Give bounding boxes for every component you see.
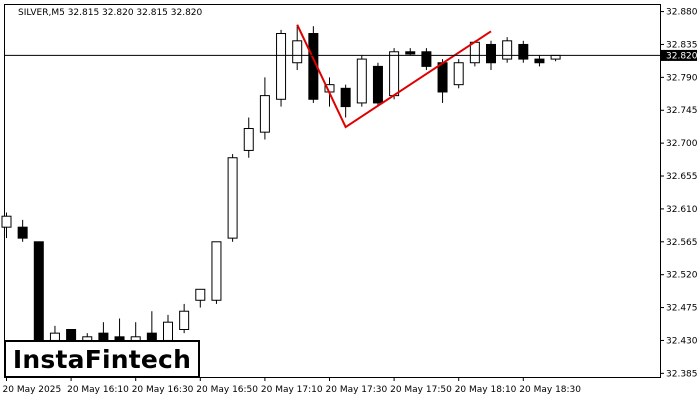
candle-body-bear — [518, 43, 529, 60]
candle-body-bull — [469, 41, 480, 64]
candle-body-bull — [163, 321, 173, 341]
candle — [17, 219, 28, 242]
x-tick-label: 20 May 18:10 — [455, 385, 517, 395]
candle-body-bear — [486, 43, 496, 64]
y-tick-label: 32.475 — [666, 304, 698, 314]
y-tick-label: 32.385 — [666, 369, 698, 379]
y-tick-label: 32.790 — [666, 73, 698, 83]
candle-body-bull — [1, 215, 12, 228]
candle-body-bull — [356, 58, 367, 104]
candle-body-bear — [372, 65, 383, 104]
x-tick-label: 20 May 17:10 — [261, 385, 323, 395]
candle-body-bear — [340, 87, 351, 108]
y-tick-label: 32.835 — [666, 40, 698, 50]
y-tick-label: 32.520 — [666, 271, 698, 281]
candle — [340, 84, 351, 118]
current-price-label: 32.820 — [661, 49, 698, 61]
plot-frame — [4, 4, 661, 378]
candle — [179, 303, 190, 334]
candle — [292, 26, 303, 71]
candle-body-bull — [227, 157, 238, 239]
candle — [534, 55, 545, 67]
instafintech-logo: InstaFintech — [4, 340, 200, 378]
x-tick-label: 20 May 16:30 — [132, 385, 194, 395]
candle-body-bull — [179, 310, 190, 330]
candle-body-bull — [453, 62, 464, 86]
candle — [195, 288, 206, 308]
candle-body-bull — [259, 95, 270, 133]
candle-body-bull — [550, 54, 561, 60]
logo-text: InstaFintech — [12, 344, 192, 374]
candle-body-bear — [66, 328, 77, 341]
candle — [259, 77, 270, 140]
candle-body-bull — [243, 128, 254, 151]
y-tick-label: 32.745 — [666, 106, 698, 116]
x-tick-label: 20 May 16:10 — [67, 385, 129, 395]
candle-body-bear — [405, 51, 416, 55]
y-tick-label: 32.430 — [666, 336, 698, 346]
x-tick-label: 20 May 16:50 — [196, 385, 258, 395]
pattern-line — [296, 24, 492, 129]
candle — [421, 48, 432, 71]
y-tick-label: 32.565 — [666, 238, 698, 248]
y-tick-label: 32.700 — [666, 139, 698, 149]
chart-header: SILVER,M5 32.815 32.820 32.815 32.820 — [18, 8, 203, 18]
candle — [243, 117, 254, 158]
candle-body-bear — [437, 62, 448, 93]
candle — [502, 37, 513, 63]
y-tick-label: 32.880 — [666, 8, 698, 18]
y-tick-label: 32.610 — [666, 205, 698, 215]
candle — [356, 55, 367, 107]
candle-body-bear — [534, 58, 545, 64]
y-axis: 32.880 32.835 32.790 32.745 32.700 32.655 32.6… — [660, 8, 698, 379]
candle-body-bull — [292, 40, 303, 64]
candle — [405, 48, 416, 56]
candle-body-bull — [502, 40, 513, 60]
current-price-box — [661, 49, 697, 61]
candle — [211, 241, 222, 304]
candle-body-bull — [211, 241, 222, 301]
candle — [453, 59, 464, 89]
candle — [518, 40, 529, 63]
candle — [276, 29, 287, 107]
candle-body-bull — [389, 51, 400, 97]
x-tick-label: 20 May 18:30 — [519, 385, 581, 395]
candle — [372, 62, 383, 107]
candle-body-bear — [17, 226, 28, 239]
candle-body-bull — [276, 33, 287, 100]
candle — [1, 212, 12, 239]
y-tick-label: 32.655 — [666, 172, 698, 182]
x-tick-label: 20 May 2025 — [3, 385, 62, 395]
x-axis: 20 May 2025 20 May 16:10 20 May 16:30 20 Ma… — [3, 377, 581, 395]
pattern-lines-group — [296, 24, 492, 129]
candle — [227, 154, 238, 242]
current-price-text: 32.820 — [666, 51, 698, 61]
candle-body-bear — [421, 51, 432, 67]
x-tick-label: 20 May 17:30 — [326, 385, 388, 395]
candle-body-bull — [195, 288, 206, 301]
x-tick-label: 20 May 17:50 — [390, 385, 452, 395]
